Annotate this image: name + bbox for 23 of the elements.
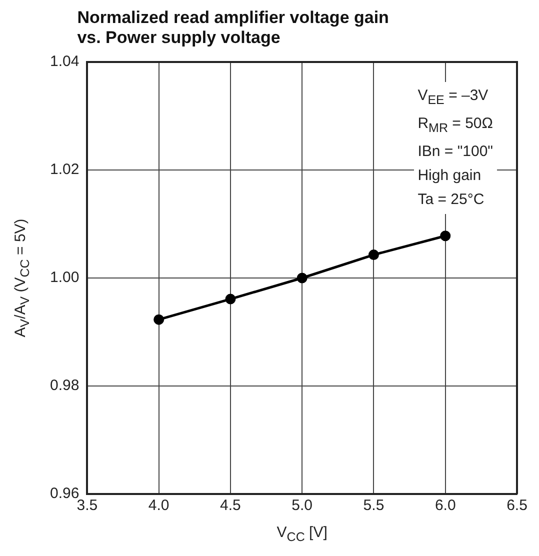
annotation: R$_{MR}$ = 50Ω — [418, 114, 493, 137]
chart-title: Normalized read amplifier voltage gain vs. Power supply voltage — [77, 8, 389, 48]
point — [440, 230, 451, 242]
y-tick-label: 1.00 — [50, 269, 80, 286]
y-tick-label: 1.04 — [50, 53, 80, 70]
point — [225, 294, 236, 304]
point — [296, 272, 308, 284]
annotation: V$_{EE}$ = –3V — [418, 86, 490, 109]
x-tick-label: 6.5 — [506, 497, 528, 514]
point — [368, 250, 379, 260]
x-tick-label: 5.5 — [363, 497, 384, 514]
x-tick-label: 5.0 — [292, 497, 313, 514]
annotation: IBn = "100" — [418, 142, 493, 162]
point — [154, 314, 164, 325]
annotation: Ta = 25°C — [418, 190, 486, 210]
x-tick-label: 4.5 — [220, 497, 241, 514]
y-tick-label: 1.02 — [50, 161, 80, 178]
x-tick-label: 3.5 — [76, 497, 98, 514]
y-tick-label: 0.98 — [50, 377, 80, 394]
x-tick-label: 6.0 — [434, 497, 456, 514]
annotation: High gain — [418, 166, 482, 186]
x-axis-title: V$_{CC}$ [V] — [276, 524, 328, 544]
x-tick-label: 4.0 — [148, 497, 170, 514]
